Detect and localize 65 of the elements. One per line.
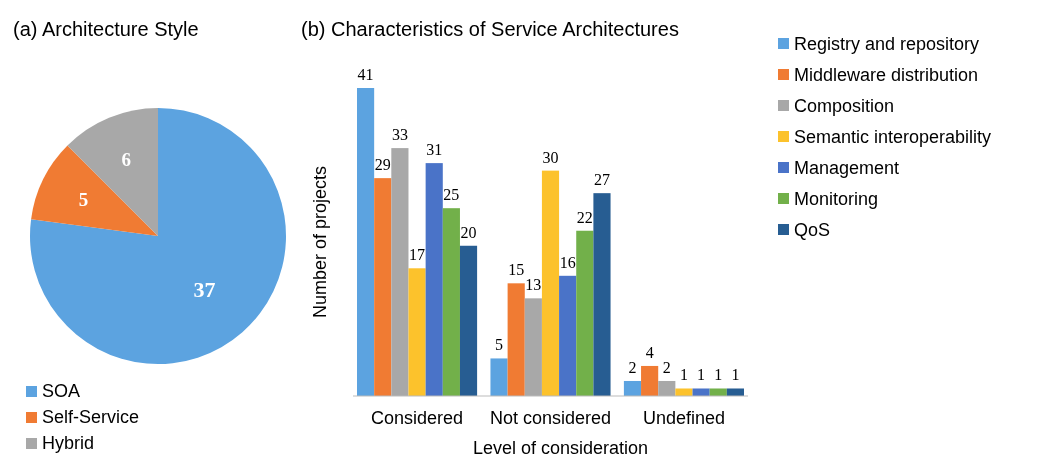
data-label: 2 [662, 358, 671, 376]
legend-label: QoS [794, 220, 831, 240]
legend-label: SOA [42, 381, 81, 401]
bar [524, 298, 542, 396]
pie-slice [30, 108, 286, 364]
chart-title: (b) Characteristics of Service Architectures [301, 18, 679, 40]
data-label: 27 [593, 171, 610, 189]
bar [559, 275, 577, 396]
legend-label: Composition [794, 96, 895, 116]
bar [408, 268, 426, 396]
x-tick-label: Undefined [642, 408, 725, 428]
data-label: 6 [121, 148, 131, 170]
data-label: 1 [714, 366, 723, 384]
data-label: 5 [78, 188, 89, 210]
bar [374, 178, 392, 396]
legend-label: Management [794, 158, 900, 178]
legend-label: Hybrid [42, 433, 95, 453]
data-label: 13 [525, 276, 542, 294]
bar [641, 365, 659, 396]
bar [658, 380, 676, 396]
x-tick-label: Not considered [489, 408, 612, 428]
data-label: 4 [645, 343, 654, 361]
data-label: 41 [357, 66, 374, 83]
data-label: 5 [495, 336, 504, 354]
x-tick-label: Considered [371, 408, 464, 428]
data-label: 15 [508, 261, 525, 279]
x-axis-title: Level of consideration [472, 438, 649, 458]
data-label: 29 [374, 156, 391, 174]
bar [391, 148, 409, 396]
chart-title: (a) Architecture Style [13, 18, 199, 40]
data-label: 1 [679, 366, 688, 384]
pie-slice [67, 108, 158, 236]
data-label: 17 [409, 246, 426, 264]
bar [675, 388, 693, 396]
data-label: 37 [193, 276, 216, 302]
bar [623, 380, 642, 396]
bar [709, 388, 727, 396]
legend-label: Self-Service [42, 407, 140, 427]
bar [442, 208, 460, 396]
bar [425, 163, 443, 396]
bar [541, 170, 560, 396]
bar [692, 388, 710, 396]
data-label: 31 [426, 141, 443, 159]
data-label: 1 [731, 366, 740, 384]
pie-slice [31, 145, 158, 236]
data-label: 30 [542, 148, 559, 166]
bar [593, 193, 611, 396]
bar [576, 230, 594, 396]
bar [507, 283, 525, 396]
legend-label: Monitoring [794, 189, 879, 209]
legend-label: Registry and repository [794, 34, 980, 54]
data-label: 20 [460, 223, 477, 241]
data-label: 2 [628, 358, 637, 376]
data-label: 16 [559, 253, 576, 271]
data-label: 25 [443, 186, 460, 204]
y-axis-title: Number of projects [310, 165, 330, 319]
bar [726, 388, 744, 396]
legend-label: Middleware distribution [794, 65, 979, 85]
data-label: 1 [697, 366, 706, 384]
bar [459, 245, 478, 396]
data-label: 33 [391, 126, 408, 144]
bar [490, 358, 508, 396]
data-label: 22 [576, 208, 593, 226]
bar [357, 88, 375, 396]
legend-label: Semantic interoperability [794, 127, 992, 147]
